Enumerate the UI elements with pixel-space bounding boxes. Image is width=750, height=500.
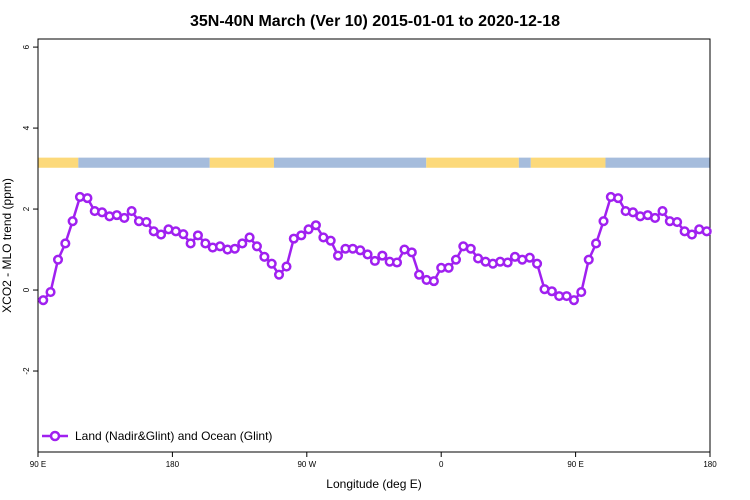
surface-band-land-6 — [530, 157, 606, 168]
x-tick-label-5: 180 — [703, 460, 717, 469]
data-point — [97, 207, 108, 218]
data-point — [613, 193, 624, 204]
data-point — [296, 230, 307, 241]
data-point — [686, 229, 697, 240]
data-point — [303, 224, 314, 235]
data-point — [325, 235, 336, 246]
surface-band-ocean-5 — [518, 157, 531, 168]
data-point — [141, 216, 152, 228]
data-point — [273, 269, 285, 280]
data-point — [414, 269, 425, 280]
data-point — [156, 229, 167, 240]
data-point — [406, 247, 417, 258]
data-point — [598, 216, 609, 227]
data-point — [568, 295, 580, 306]
data-point — [546, 286, 557, 297]
y-tick-label--2: -2 — [22, 367, 31, 375]
data-point — [576, 287, 587, 298]
data-point — [450, 254, 462, 265]
data-point — [60, 238, 71, 249]
data-point — [185, 238, 196, 249]
data-point — [443, 262, 454, 273]
x-tick-label-0: 90 E — [30, 460, 46, 469]
data-point — [67, 216, 78, 227]
data-point — [82, 193, 93, 204]
surface-band-ocean-7 — [605, 157, 710, 168]
data-point — [244, 232, 255, 243]
data-point — [657, 206, 668, 217]
data-point — [259, 251, 270, 262]
data-point — [251, 241, 262, 252]
y-axis: -2 0 2 4 6 — [22, 44, 38, 375]
series-group — [38, 191, 712, 306]
data-point — [119, 212, 130, 224]
chart-title: 35N-40N March (Ver 10) 2015-01-01 to 202… — [190, 13, 560, 30]
surface-band-land-4 — [426, 157, 519, 168]
y-tick-label-6: 6 — [22, 44, 31, 49]
data-point — [377, 250, 388, 261]
surface-band-ocean-3 — [273, 157, 427, 168]
data-point — [192, 230, 203, 241]
data-point — [310, 220, 321, 231]
data-point — [237, 238, 248, 249]
data-point — [583, 254, 594, 265]
data-point — [465, 243, 476, 254]
data-point — [229, 243, 240, 254]
data-point — [362, 249, 373, 260]
x-axis-label: Longitude (deg E) — [326, 477, 421, 491]
x-tick-label-4: 90 E — [567, 460, 583, 469]
data-point — [369, 255, 380, 266]
surface-band-land-0 — [38, 157, 79, 168]
data-point — [532, 258, 543, 269]
data-point — [391, 257, 403, 268]
plot-frame — [37, 38, 711, 453]
x-tick-label-2: 90 W — [297, 460, 316, 469]
data-point — [332, 250, 344, 261]
data-point — [502, 257, 513, 268]
x-tick-label-1: 180 — [166, 460, 180, 469]
data-point — [524, 252, 535, 263]
x-tick-label-3: 0 — [439, 460, 444, 469]
legend: Land (Nadir&Glint) and Ocean (Glint) — [42, 429, 272, 443]
y-axis-label: XCO2 - MLO trend (ppm) — [0, 178, 14, 313]
series-line-0 — [42, 195, 708, 302]
data-point — [178, 229, 189, 240]
surface-band — [38, 157, 710, 168]
legend-label: Land (Nadir&Glint) and Ocean (Glint) — [75, 429, 272, 443]
data-point — [649, 212, 661, 224]
data-point — [701, 226, 712, 237]
y-tick-label-0: 0 — [22, 287, 31, 292]
data-point — [45, 287, 56, 298]
data-point — [281, 261, 292, 272]
data-point — [126, 206, 137, 217]
data-point — [591, 238, 602, 249]
surface-band-land-2 — [209, 157, 274, 168]
data-point — [428, 276, 439, 287]
data-point — [627, 207, 638, 218]
data-point — [672, 216, 683, 228]
x-axis: 90 E 180 90 W 0 90 E 180 — [30, 452, 717, 469]
data-point — [38, 295, 49, 306]
data-point — [561, 291, 572, 302]
y-tick-label-2: 2 — [22, 206, 31, 211]
y-tick-label-4: 4 — [22, 125, 31, 130]
surface-band-ocean-1 — [78, 157, 210, 168]
data-point — [266, 258, 277, 269]
legend-marker — [49, 430, 61, 442]
data-point — [355, 245, 366, 256]
data-point — [200, 238, 211, 249]
data-point — [52, 254, 64, 265]
